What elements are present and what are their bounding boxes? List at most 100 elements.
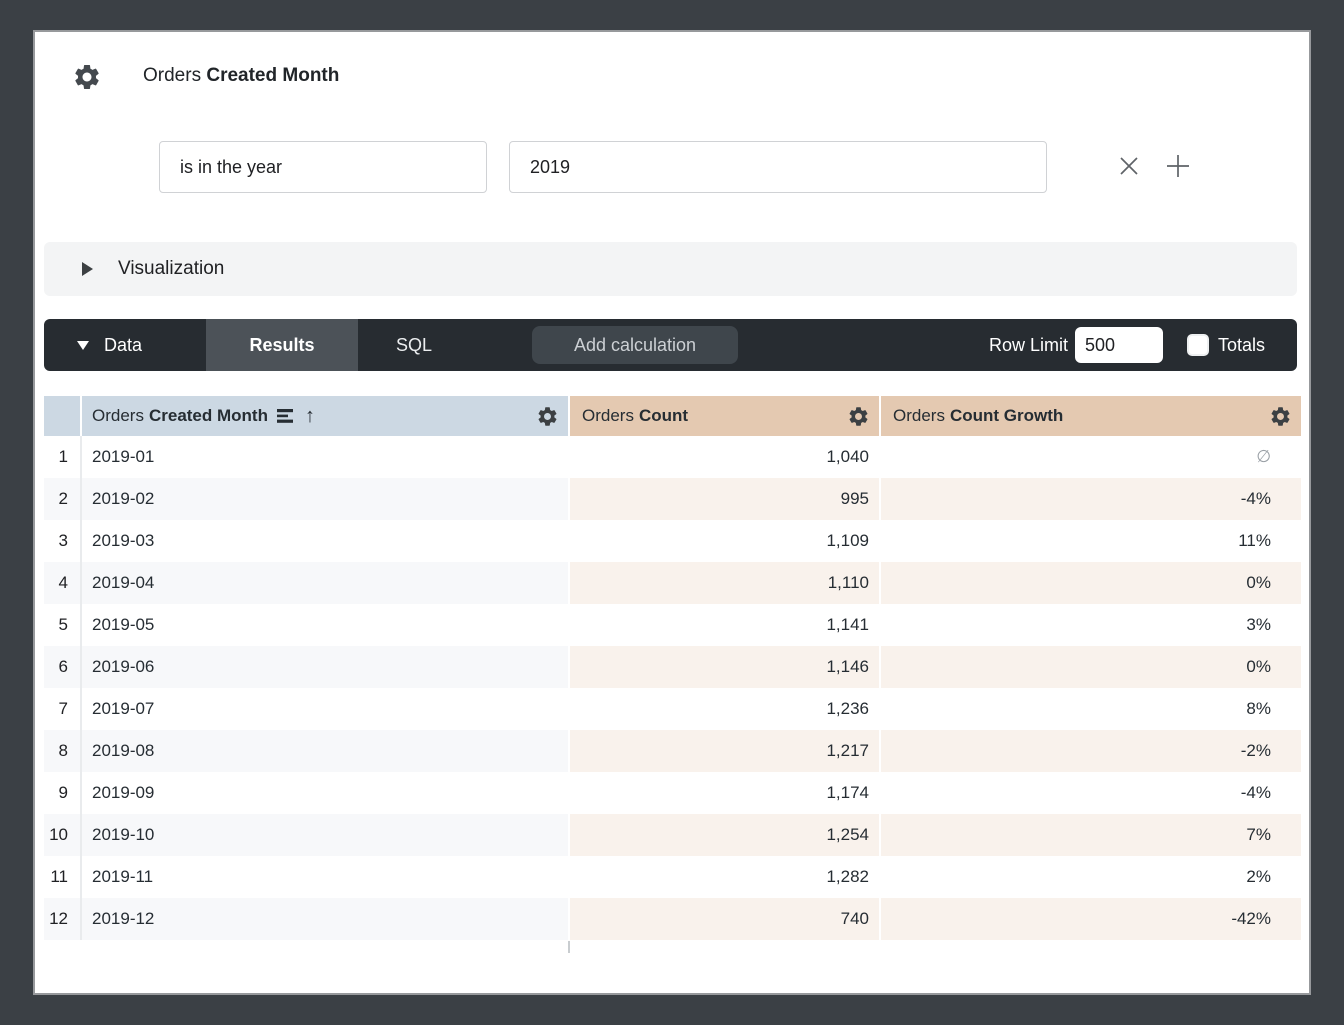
gear-icon <box>536 405 559 428</box>
table-row: 4 2019-04 1,110 0% <box>44 562 1301 604</box>
table-header-row: Orders Created Month ↑ <box>44 396 1301 436</box>
cell-orders-count[interactable]: 1,110 <box>570 562 881 604</box>
cell-orders-count[interactable]: 995 <box>570 478 881 520</box>
row-number: 10 <box>44 814 82 856</box>
row-number: 4 <box>44 562 82 604</box>
expand-right-icon <box>82 262 93 276</box>
sort-ascending-icon: ↑ <box>304 404 315 427</box>
data-label: Data <box>104 334 143 355</box>
header-prefix: Orders <box>582 406 634 425</box>
row-number: 6 <box>44 646 82 688</box>
page-title-prefix: Orders <box>143 65 202 86</box>
row-limit-label: Row Limit <box>988 334 1068 355</box>
column-settings-button[interactable] <box>847 405 870 428</box>
column-settings-button[interactable] <box>536 405 559 428</box>
remove-filter-button[interactable] <box>1114 151 1144 181</box>
cell-created-month[interactable]: 2019-01 <box>82 436 570 478</box>
close-icon <box>1120 157 1138 175</box>
row-number: 1 <box>44 436 82 478</box>
cell-created-month[interactable]: 2019-06 <box>82 646 570 688</box>
cell-orders-count[interactable]: 1,040 <box>570 436 881 478</box>
cell-orders-count[interactable]: 1,141 <box>570 604 881 646</box>
totals-checkbox[interactable] <box>1186 334 1209 356</box>
cell-count-growth[interactable]: 11% <box>881 520 1301 562</box>
cell-created-month[interactable]: 2019-07 <box>82 688 570 730</box>
totals-label: Totals <box>1217 334 1265 355</box>
collapse-down-icon <box>77 340 89 350</box>
add-filter-button[interactable] <box>1163 151 1193 181</box>
cell-created-month[interactable]: 2019-05 <box>82 604 570 646</box>
tab-results[interactable]: Results <box>206 319 359 371</box>
cell-created-month[interactable]: 2019-02 <box>82 478 570 520</box>
cell-orders-count[interactable]: 1,254 <box>570 814 881 856</box>
tab-sql-label: SQL <box>396 334 433 355</box>
row-number: 8 <box>44 730 82 772</box>
cell-orders-count[interactable]: 1,217 <box>570 730 881 772</box>
table-row: 8 2019-08 1,217 -2% <box>44 730 1301 772</box>
data-section-toggle[interactable]: Data <box>77 335 142 356</box>
cell-orders-count[interactable]: 1,236 <box>570 688 881 730</box>
row-number: 12 <box>44 898 82 940</box>
visualization-section-header[interactable]: Visualization <box>44 242 1297 296</box>
header-count-growth[interactable]: Orders Count Growth <box>881 396 1301 436</box>
table-row: 2 2019-02 995 -4% <box>44 478 1301 520</box>
add-calculation-label: Add calculation <box>573 334 697 355</box>
row-number: 9 <box>44 772 82 814</box>
table-row: 12 2019-12 740 -42% <box>44 898 1301 940</box>
cell-count-growth[interactable]: 0% <box>881 562 1301 604</box>
row-number: 11 <box>44 856 82 898</box>
row-limit-input[interactable] <box>1074 327 1163 363</box>
cell-created-month[interactable]: 2019-04 <box>82 562 570 604</box>
cell-count-growth[interactable]: 7% <box>881 814 1301 856</box>
table-row: 6 2019-06 1,146 0% <box>44 646 1301 688</box>
filter-condition-input[interactable] <box>159 141 487 193</box>
header-prefix: Orders <box>893 406 945 425</box>
cell-orders-count[interactable]: 1,109 <box>570 520 881 562</box>
cell-count-growth[interactable]: -4% <box>881 772 1301 814</box>
visualization-label: Visualization <box>118 258 225 279</box>
plus-icon <box>1167 155 1189 177</box>
cell-created-month[interactable]: 2019-11 <box>82 856 570 898</box>
cell-count-growth[interactable]: 3% <box>881 604 1301 646</box>
cell-created-month[interactable]: 2019-10 <box>82 814 570 856</box>
row-number: 3 <box>44 520 82 562</box>
header-field: Count Growth <box>949 406 1064 425</box>
tab-sql[interactable]: SQL <box>358 319 470 371</box>
column-settings-button[interactable] <box>1269 405 1292 428</box>
gear-icon <box>847 405 870 428</box>
cell-count-growth[interactable]: 2% <box>881 856 1301 898</box>
filter-value-input[interactable] <box>509 141 1047 193</box>
row-number: 2 <box>44 478 82 520</box>
cell-created-month[interactable]: 2019-03 <box>82 520 570 562</box>
results-table: Orders Created Month ↑ <box>44 396 1301 940</box>
cell-orders-count[interactable]: 740 <box>570 898 881 940</box>
cell-count-growth[interactable]: 0% <box>881 646 1301 688</box>
cell-created-month[interactable]: 2019-09 <box>82 772 570 814</box>
field-settings-button[interactable] <box>71 61 103 93</box>
cell-count-growth[interactable]: -2% <box>881 730 1301 772</box>
add-calculation-button[interactable]: Add calculation <box>532 326 739 364</box>
header-created-month[interactable]: Orders Created Month ↑ <box>82 396 570 436</box>
cell-orders-count[interactable]: 1,174 <box>570 772 881 814</box>
column-divider-stub <box>568 941 570 953</box>
page-title-field: Created Month <box>206 65 340 86</box>
table-row: 7 2019-07 1,236 8% <box>44 688 1301 730</box>
header-orders-count[interactable]: Orders Count <box>570 396 881 436</box>
subtotal-bars-icon <box>276 408 295 424</box>
table-row: 1 2019-01 1,040 ∅ <box>44 436 1301 478</box>
row-number: 7 <box>44 688 82 730</box>
cell-count-growth[interactable]: -42% <box>881 898 1301 940</box>
cell-orders-count[interactable]: 1,146 <box>570 646 881 688</box>
cell-created-month[interactable]: 2019-08 <box>82 730 570 772</box>
cell-count-growth[interactable]: ∅ <box>881 436 1301 478</box>
header-prefix: Orders <box>92 406 144 425</box>
cell-count-growth[interactable]: -4% <box>881 478 1301 520</box>
toolbar-right-group: Row Limit Totals <box>989 327 1265 363</box>
data-toolbar: Data Results SQL Add calculation Row Lim… <box>44 319 1297 371</box>
cell-orders-count[interactable]: 1,282 <box>570 856 881 898</box>
cell-count-growth[interactable]: 8% <box>881 688 1301 730</box>
cell-created-month[interactable]: 2019-12 <box>82 898 570 940</box>
gear-icon <box>72 62 102 92</box>
gear-icon <box>1269 405 1292 428</box>
table-row: 5 2019-05 1,141 3% <box>44 604 1301 646</box>
